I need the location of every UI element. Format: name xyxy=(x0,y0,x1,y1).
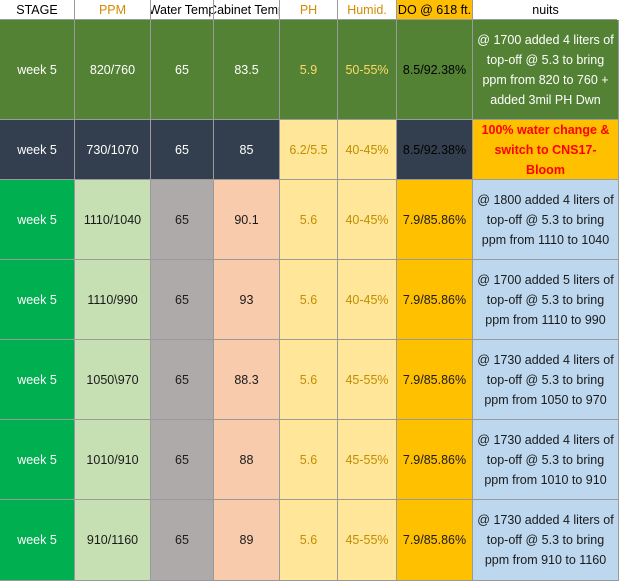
ph-cell[interactable]: 5.6 xyxy=(280,180,338,260)
water-temp-cell[interactable]: 65 xyxy=(151,420,214,500)
header-ph[interactable]: PH xyxy=(280,0,338,20)
water-temp-cell[interactable]: 65 xyxy=(151,180,214,260)
ppm-cell[interactable]: 1110/1040 xyxy=(75,180,151,260)
humidity-cell[interactable]: 40-45% xyxy=(338,120,397,180)
notes-cell[interactable]: 100% water change & switch to CNS17-Bloo… xyxy=(473,120,619,180)
header-ppm[interactable]: PPM xyxy=(75,0,151,20)
ppm-cell[interactable]: 1110/990 xyxy=(75,260,151,340)
humidity-cell[interactable]: 45-55% xyxy=(338,340,397,420)
stage-cell[interactable]: week 5 xyxy=(0,20,75,120)
dissolved-oxygen-cell[interactable]: 8.5/92.38% xyxy=(397,20,473,120)
humidity-cell[interactable]: 45-55% xyxy=(338,500,397,581)
water-temp-cell[interactable]: 65 xyxy=(151,340,214,420)
water-temp-cell[interactable]: 65 xyxy=(151,260,214,340)
stage-cell[interactable]: week 5 xyxy=(0,180,75,260)
notes-cell[interactable]: @ 1730 added 4 liters of top-off @ 5.3 t… xyxy=(473,420,619,500)
notes-cell[interactable]: @ 1730 added 4 liters of top-off @ 5.3 t… xyxy=(473,340,619,420)
header-notes[interactable]: nuits xyxy=(473,0,619,20)
ph-cell[interactable]: 5.9 xyxy=(280,20,338,120)
stage-cell[interactable]: week 5 xyxy=(0,260,75,340)
header-humidity[interactable]: Humid. xyxy=(338,0,397,20)
notes-cell[interactable]: @ 1700 added 5 liters of top-off @ 5.3 t… xyxy=(473,260,619,340)
header-cabinet-temp[interactable]: Cabinet Temp xyxy=(214,0,280,20)
humidity-cell[interactable]: 50-55% xyxy=(338,20,397,120)
stage-cell[interactable]: week 5 xyxy=(0,340,75,420)
ph-cell[interactable]: 6.2/5.5 xyxy=(280,120,338,180)
dissolved-oxygen-cell[interactable]: 7.9/85.86% xyxy=(397,500,473,581)
ppm-cell[interactable]: 1010/910 xyxy=(75,420,151,500)
dissolved-oxygen-cell[interactable]: 7.9/85.86% xyxy=(397,420,473,500)
ppm-cell[interactable]: 910/1160 xyxy=(75,500,151,581)
ppm-cell[interactable]: 820/760 xyxy=(75,20,151,120)
dissolved-oxygen-cell[interactable]: 8.5/92.38% xyxy=(397,120,473,180)
dissolved-oxygen-cell[interactable]: 7.9/85.86% xyxy=(397,260,473,340)
stage-cell[interactable]: week 5 xyxy=(0,420,75,500)
cabinet-temp-cell[interactable]: 85 xyxy=(214,120,280,180)
cabinet-temp-cell[interactable]: 88 xyxy=(214,420,280,500)
header-stage[interactable]: STAGE xyxy=(0,0,75,20)
cabinet-temp-cell[interactable]: 93 xyxy=(214,260,280,340)
notes-cell[interactable]: @ 1730 added 4 liters of top-off @ 5.3 t… xyxy=(473,500,619,581)
notes-cell[interactable]: @ 1800 added 4 liters of top-off @ 5.3 t… xyxy=(473,180,619,260)
cabinet-temp-cell[interactable]: 88.3 xyxy=(214,340,280,420)
cabinet-temp-cell[interactable]: 83.5 xyxy=(214,20,280,120)
humidity-cell[interactable]: 40-45% xyxy=(338,180,397,260)
ph-cell[interactable]: 5.6 xyxy=(280,500,338,581)
ppm-cell[interactable]: 730/1070 xyxy=(75,120,151,180)
cabinet-temp-cell[interactable]: 90.1 xyxy=(214,180,280,260)
dissolved-oxygen-cell[interactable]: 7.9/85.86% xyxy=(397,340,473,420)
water-temp-cell[interactable]: 65 xyxy=(151,120,214,180)
stage-cell[interactable]: week 5 xyxy=(0,500,75,581)
cabinet-temp-cell[interactable]: 89 xyxy=(214,500,280,581)
water-temp-cell[interactable]: 65 xyxy=(151,20,214,120)
humidity-cell[interactable]: 45-55% xyxy=(338,420,397,500)
header-dissolved-oxygen[interactable]: DO @ 618 ft. xyxy=(397,0,473,20)
header-water-temp[interactable]: Water Temp xyxy=(151,0,214,20)
ph-cell[interactable]: 5.6 xyxy=(280,260,338,340)
water-temp-cell[interactable]: 65 xyxy=(151,500,214,581)
ppm-cell[interactable]: 1050\970 xyxy=(75,340,151,420)
notes-cell[interactable]: @ 1700 added 4 liters of top-off @ 5.3 t… xyxy=(473,20,619,120)
ph-cell[interactable]: 5.6 xyxy=(280,340,338,420)
dissolved-oxygen-cell[interactable]: 7.9/85.86% xyxy=(397,180,473,260)
stage-cell[interactable]: week 5 xyxy=(0,120,75,180)
ph-cell[interactable]: 5.6 xyxy=(280,420,338,500)
humidity-cell[interactable]: 40-45% xyxy=(338,260,397,340)
